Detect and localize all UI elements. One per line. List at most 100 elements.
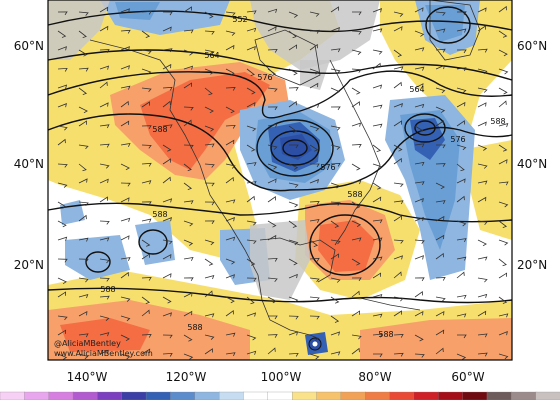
wind-barb xyxy=(57,67,68,72)
wind-barb xyxy=(309,11,320,17)
land-gray xyxy=(48,0,110,60)
wind-barb xyxy=(498,87,508,95)
wind-barb xyxy=(309,125,320,132)
wind-barb xyxy=(78,353,89,360)
wind-barb xyxy=(373,353,383,358)
wind-barb xyxy=(393,81,402,89)
wind-barb xyxy=(309,68,320,75)
strong-ridge xyxy=(60,318,150,352)
contour-label: 564 xyxy=(409,85,424,94)
contour-label: 564 xyxy=(204,51,219,60)
wind-barb xyxy=(309,29,320,34)
colorbar-swatch xyxy=(72,391,99,401)
wind-barb xyxy=(330,277,341,283)
wind-barb xyxy=(393,11,404,17)
wind-barb xyxy=(99,49,110,53)
wind-barb xyxy=(267,347,276,355)
wind-barb xyxy=(141,10,152,15)
land-gray xyxy=(250,0,380,70)
wind-barb xyxy=(351,334,362,340)
wind-barb xyxy=(351,310,361,317)
wind-barb xyxy=(477,293,488,299)
wind-barb xyxy=(120,334,130,342)
wind-barb xyxy=(393,334,404,338)
wind-barb xyxy=(225,332,236,337)
contour-labels: 552 564 576 588 576 564 576 588 588 588 … xyxy=(100,15,505,339)
wind-barb xyxy=(477,220,488,226)
wind-barb xyxy=(414,66,425,71)
wind-barb xyxy=(162,176,171,184)
wind-barb xyxy=(162,239,173,245)
wind-barb xyxy=(498,330,508,336)
wind-barb xyxy=(456,28,467,33)
contour-line xyxy=(47,202,513,223)
wind-barb xyxy=(162,198,173,203)
wind-barb xyxy=(57,84,68,89)
wind-barb xyxy=(225,30,236,36)
wind-barb xyxy=(393,352,404,357)
wind-barb xyxy=(288,68,298,76)
wind-barb xyxy=(225,296,235,304)
wind-barb xyxy=(225,258,236,265)
wind-barb xyxy=(99,81,108,89)
wind-barb xyxy=(183,49,194,56)
wind-barb xyxy=(120,235,130,241)
wind-barb xyxy=(267,196,276,203)
wind-barb xyxy=(120,46,130,51)
wind-barb xyxy=(246,334,257,341)
contour-label: 588 xyxy=(100,285,115,294)
wind-barb xyxy=(456,353,467,360)
wind-barb xyxy=(99,258,110,264)
wind-barb xyxy=(498,144,508,152)
wind-barb xyxy=(162,11,173,16)
contour-label: 588 xyxy=(378,330,393,339)
wind-barb xyxy=(204,275,215,280)
wind-barb xyxy=(99,25,109,32)
lon-label: 80°W xyxy=(358,370,391,384)
wind-barb xyxy=(351,180,362,185)
wind-barb xyxy=(477,121,487,127)
wind-barb xyxy=(78,163,87,172)
wind-barb xyxy=(78,106,88,114)
lon-label: 140°W xyxy=(67,370,108,384)
moderate-ridge xyxy=(360,318,512,360)
wind-barb xyxy=(183,119,192,127)
wind-barb xyxy=(309,239,319,247)
wind-barb xyxy=(351,201,361,209)
wind-barb xyxy=(183,6,192,13)
wind-barb xyxy=(498,49,508,57)
wind-barb xyxy=(414,47,425,52)
wind-barb xyxy=(57,46,67,51)
wind-barb xyxy=(120,271,129,279)
wind-barb xyxy=(372,62,381,70)
contour-label: 588 xyxy=(187,323,202,332)
wind-barb xyxy=(120,85,131,90)
wind-barb xyxy=(162,334,173,339)
wind-barb xyxy=(267,48,278,53)
wind-barb xyxy=(456,178,466,184)
wind-barb xyxy=(225,236,236,241)
colorbar-swatch xyxy=(48,391,74,401)
greenland xyxy=(429,0,481,61)
wind-barb xyxy=(246,296,255,305)
wind-barb xyxy=(330,162,341,167)
wind-barb xyxy=(162,26,172,32)
wind-barb xyxy=(288,273,298,279)
wind-barb xyxy=(57,329,67,336)
wind-barb xyxy=(183,144,194,149)
wind-barb xyxy=(330,296,340,304)
colorbar-swatch xyxy=(438,391,464,401)
wind-barb xyxy=(435,252,444,260)
wind-barb xyxy=(141,162,152,167)
wind-barb xyxy=(141,334,152,338)
wind-barb xyxy=(57,291,67,298)
wind-barb xyxy=(246,87,256,95)
wind-barb xyxy=(267,234,277,241)
wind-barb xyxy=(246,125,257,132)
wind-barb xyxy=(183,292,193,298)
wind-barb xyxy=(414,291,423,298)
contour-label: 576 xyxy=(257,73,272,82)
wind-barb xyxy=(162,217,172,222)
wind-barb xyxy=(57,315,68,321)
wind-barb xyxy=(372,104,383,109)
